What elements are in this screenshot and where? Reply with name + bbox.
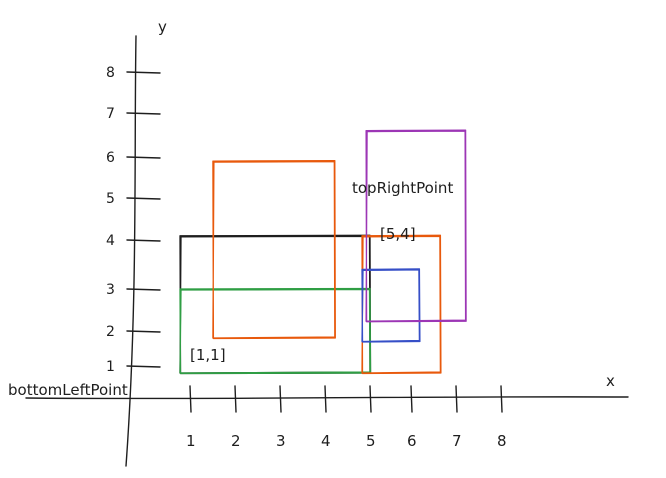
- y-axis-label: y: [158, 18, 167, 36]
- x-tick-mark: [500, 385, 503, 413]
- y-tick-mark: [126, 365, 161, 368]
- rectangle-group: [179, 129, 467, 375]
- y-tick-label: 1: [106, 359, 115, 375]
- x-tick-mark: [234, 385, 237, 413]
- x-tick-label: 3: [276, 432, 286, 450]
- x-axis: [25, 396, 629, 400]
- rectangle-orange-left: [212, 159, 336, 340]
- bottom-left-point-coord: [1,1]: [190, 346, 226, 364]
- x-tick-label: 7: [452, 432, 462, 450]
- bottom-left-point-label: bottomLeftPoint: [8, 381, 128, 399]
- y-tick-mark: [126, 156, 161, 159]
- rectangle-orange-right: [361, 234, 442, 375]
- rectangle-purple: [365, 129, 467, 323]
- y-tick-mark: [126, 197, 161, 200]
- x-tick-mark: [410, 385, 413, 413]
- y-tick-label: 5: [106, 191, 115, 207]
- y-tick-mark: [126, 239, 161, 242]
- x-axis-label: x: [606, 372, 615, 390]
- x-tick-label: 4: [321, 432, 331, 450]
- y-tick-mark: [126, 330, 161, 333]
- y-axis: [125, 35, 137, 467]
- x-tick-mark: [279, 385, 282, 413]
- rectangle-blue: [361, 268, 421, 343]
- y-tick-mark: [126, 112, 161, 115]
- y-tick-label: 2: [106, 324, 115, 340]
- x-tick-label: 1: [186, 432, 196, 450]
- x-tick-label: 8: [497, 432, 507, 450]
- y-tick-label: 7: [106, 106, 115, 122]
- y-tick-mark: [126, 288, 161, 291]
- x-tick-label: 6: [407, 432, 417, 450]
- x-tick-label: 2: [231, 432, 241, 450]
- y-tick-group: 1 2 3 4 5 6 7 8: [106, 65, 161, 375]
- y-tick-label: 6: [106, 150, 115, 166]
- x-tick-mark: [324, 385, 327, 413]
- y-tick-label: 8: [106, 65, 115, 81]
- y-tick-label: 4: [106, 233, 115, 249]
- x-tick-mark: [189, 385, 192, 413]
- top-right-point-label: topRightPoint: [352, 179, 453, 197]
- x-tick-mark: [369, 385, 372, 413]
- y-tick-label: 3: [106, 282, 115, 298]
- y-tick-mark: [126, 71, 161, 74]
- x-tick-mark: [455, 385, 458, 413]
- x-tick-group: 1 2 3 4 5 6 7 8: [186, 385, 507, 450]
- top-right-point-coord: [5,4]: [380, 225, 416, 243]
- x-tick-label: 5: [366, 432, 376, 450]
